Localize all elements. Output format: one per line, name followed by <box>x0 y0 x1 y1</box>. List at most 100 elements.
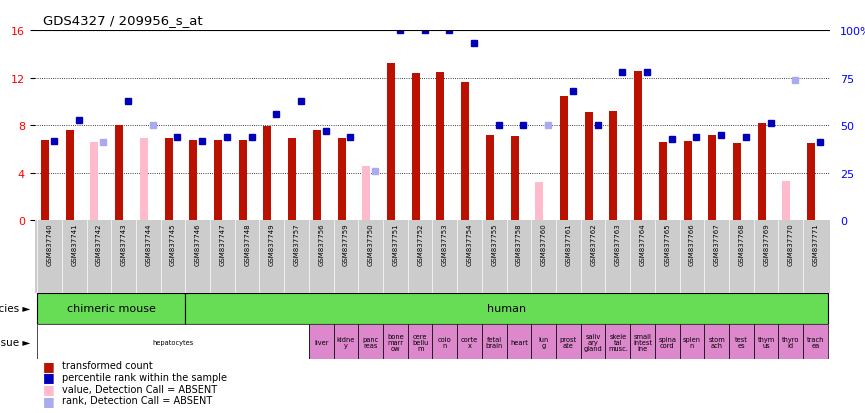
Text: GSM837764: GSM837764 <box>639 223 645 266</box>
Text: GSM837750: GSM837750 <box>368 223 374 266</box>
Bar <box>758 123 766 221</box>
Bar <box>458 324 482 359</box>
Bar <box>683 141 691 221</box>
Text: GSM837747: GSM837747 <box>220 223 226 266</box>
Text: ■: ■ <box>43 394 55 407</box>
Bar <box>634 71 642 221</box>
Text: colo
n: colo n <box>438 336 452 348</box>
Bar <box>432 324 458 359</box>
Text: liver: liver <box>314 339 329 345</box>
Bar <box>387 64 395 221</box>
Bar <box>510 137 518 221</box>
Bar <box>535 183 543 221</box>
Text: GSM837768: GSM837768 <box>739 223 745 266</box>
Text: GSM837741: GSM837741 <box>71 223 77 266</box>
Bar <box>733 144 741 221</box>
Bar <box>313 131 321 221</box>
Text: lun
g: lun g <box>539 336 548 348</box>
Bar <box>309 324 334 359</box>
Bar <box>37 324 309 359</box>
Text: saliv
ary
gland: saliv ary gland <box>584 333 603 351</box>
Text: tissue ►: tissue ► <box>0 337 30 347</box>
Text: GSM837758: GSM837758 <box>516 223 522 266</box>
Bar <box>631 324 655 359</box>
Text: GSM837760: GSM837760 <box>541 223 547 266</box>
Bar <box>585 113 593 221</box>
Text: small
intest
ine: small intest ine <box>633 333 652 351</box>
Bar <box>185 293 828 324</box>
Bar <box>704 324 729 359</box>
Text: cere
bellu
m: cere bellu m <box>412 333 428 351</box>
Text: GSM837755: GSM837755 <box>491 223 497 266</box>
Text: species ►: species ► <box>0 304 30 314</box>
Text: thym
us: thym us <box>758 336 775 348</box>
Text: ■: ■ <box>43 382 55 395</box>
Text: bone
marr
ow: bone marr ow <box>387 333 404 351</box>
Text: GSM837751: GSM837751 <box>393 223 399 266</box>
Text: human: human <box>487 304 526 314</box>
Bar <box>680 324 704 359</box>
Text: GSM837759: GSM837759 <box>343 223 349 266</box>
Bar <box>531 324 556 359</box>
Bar <box>412 74 420 221</box>
Text: splen
n: splen n <box>683 336 701 348</box>
Bar <box>37 293 185 324</box>
Bar <box>560 96 568 221</box>
Bar <box>659 142 667 221</box>
Text: GSM837753: GSM837753 <box>442 223 448 266</box>
Text: kidne
y: kidne y <box>336 336 356 348</box>
Text: trach
ea: trach ea <box>807 336 824 348</box>
Bar <box>407 324 432 359</box>
Bar <box>91 142 99 221</box>
Bar <box>189 140 197 221</box>
Bar <box>556 324 580 359</box>
Bar <box>214 140 222 221</box>
Text: GSM837754: GSM837754 <box>466 223 472 266</box>
Text: chimeric mouse: chimeric mouse <box>67 304 156 314</box>
Bar <box>486 135 494 221</box>
Bar <box>708 135 716 221</box>
Bar <box>580 324 606 359</box>
Bar <box>334 324 358 359</box>
Text: GDS4327 / 209956_s_at: GDS4327 / 209956_s_at <box>43 14 203 27</box>
Text: fetal
brain: fetal brain <box>485 336 503 348</box>
Text: transformed count: transformed count <box>62 361 153 370</box>
Text: GSM837757: GSM837757 <box>293 223 299 266</box>
Text: ■: ■ <box>43 359 55 372</box>
Text: spina
cord: spina cord <box>658 336 676 348</box>
Text: GSM837763: GSM837763 <box>615 223 621 266</box>
Text: GSM837752: GSM837752 <box>417 223 423 266</box>
Text: GSM837743: GSM837743 <box>120 223 126 266</box>
Bar <box>140 139 148 221</box>
Text: GSM837762: GSM837762 <box>590 223 596 266</box>
Bar <box>115 126 123 221</box>
Bar <box>807 144 815 221</box>
Text: GSM837767: GSM837767 <box>714 223 720 266</box>
Text: thyro
id: thyro id <box>782 336 799 348</box>
Text: GSM837744: GSM837744 <box>145 223 151 266</box>
Bar <box>729 324 753 359</box>
Text: GSM837769: GSM837769 <box>763 223 769 266</box>
Text: GSM837770: GSM837770 <box>788 223 794 266</box>
Text: heart: heart <box>510 339 528 345</box>
Bar <box>288 139 296 221</box>
Text: GSM837771: GSM837771 <box>812 223 818 266</box>
Bar <box>655 324 680 359</box>
Bar <box>362 166 370 221</box>
Bar <box>783 182 791 221</box>
Bar <box>358 324 383 359</box>
Text: GSM837766: GSM837766 <box>689 223 695 266</box>
Text: ■: ■ <box>43 370 55 384</box>
Bar <box>337 139 345 221</box>
Bar <box>264 127 272 221</box>
Text: corte
x: corte x <box>461 336 478 348</box>
Bar <box>610 112 618 221</box>
Text: stom
ach: stom ach <box>708 336 725 348</box>
Text: GSM837765: GSM837765 <box>664 223 670 266</box>
Bar <box>66 131 74 221</box>
Bar <box>606 324 631 359</box>
Text: GSM837749: GSM837749 <box>269 223 275 266</box>
Text: value, Detection Call = ABSENT: value, Detection Call = ABSENT <box>62 384 217 394</box>
Text: GSM837742: GSM837742 <box>96 223 102 266</box>
Text: hepatocytes: hepatocytes <box>152 339 194 345</box>
